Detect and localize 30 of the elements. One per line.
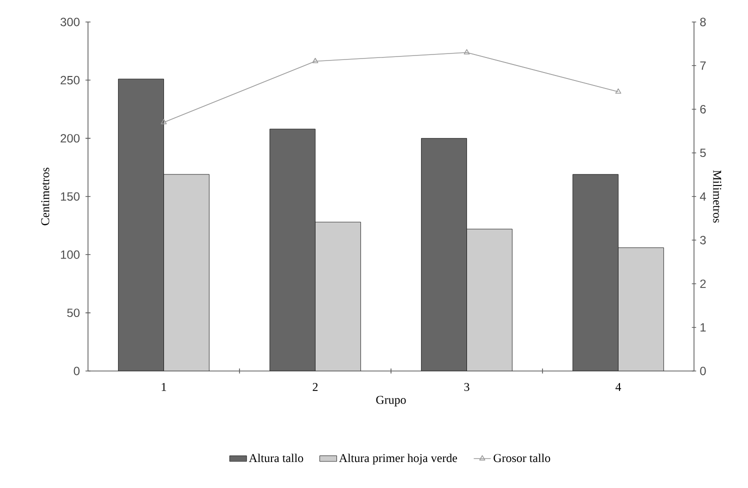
y-tick-label: 0 bbox=[74, 366, 80, 376]
y2-tick-label: 7 bbox=[700, 62, 706, 70]
y2-tick-label: 1 bbox=[700, 323, 706, 332]
y2-tick-label: 2 bbox=[700, 280, 706, 288]
y-tick-label: 200 bbox=[60, 134, 80, 143]
y-tick-label: 150 bbox=[60, 192, 80, 201]
y2-tick-label: 5 bbox=[700, 148, 706, 158]
legend-label: Grosor tallo bbox=[494, 454, 550, 462]
legend-label: Altura primer hoja verde bbox=[339, 454, 458, 465]
y2-axis-title: Milimetros bbox=[713, 170, 722, 223]
y2-tick-label: 0 bbox=[700, 366, 706, 376]
y-tick-label: 100 bbox=[60, 250, 80, 259]
y2-tick-label: 3 bbox=[700, 236, 706, 244]
y-axis-title: Centimetros bbox=[41, 168, 50, 226]
y-tick-label: 250 bbox=[60, 76, 80, 84]
x-tick-label: 1 bbox=[162, 382, 166, 391]
x-tick-label: 2 bbox=[312, 382, 318, 391]
x-tick-label: 3 bbox=[464, 382, 470, 391]
point bbox=[160, 118, 167, 124]
x-axis-title: Grupo bbox=[376, 396, 406, 406]
y2-tick-label: 6 bbox=[700, 105, 706, 114]
point bbox=[464, 49, 470, 54]
y2-tick-label: 4 bbox=[700, 192, 706, 201]
legend-label: Altura tallo bbox=[248, 454, 304, 462]
point bbox=[312, 58, 318, 64]
y-tick-label: 300 bbox=[60, 18, 80, 26]
y-tick-label: 50 bbox=[67, 308, 80, 318]
point bbox=[615, 88, 622, 94]
y2-tick-label: 8 bbox=[700, 18, 706, 26]
x-tick-label: 4 bbox=[616, 382, 622, 391]
